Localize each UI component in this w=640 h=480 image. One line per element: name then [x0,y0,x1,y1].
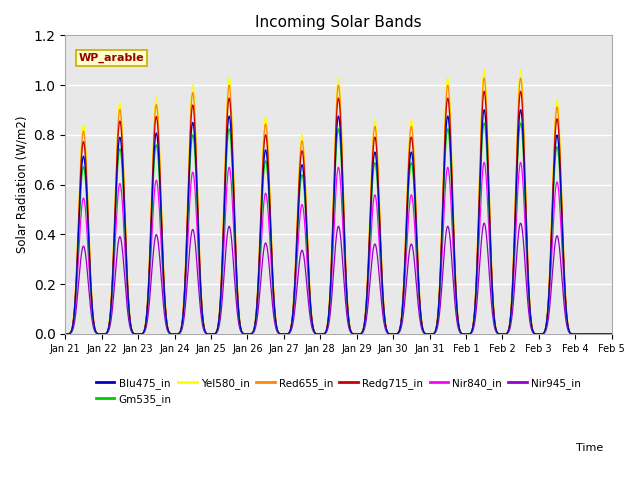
Legend: Blu475_in, Gm535_in, Yel580_in, Red655_in, Redg715_in, Nir840_in, Nir945_in: Blu475_in, Gm535_in, Yel580_in, Red655_i… [92,373,586,409]
Title: Incoming Solar Bands: Incoming Solar Bands [255,15,422,30]
Text: WP_arable: WP_arable [79,53,145,63]
Text: Time: Time [576,443,604,453]
Y-axis label: Solar Radiation (W/m2): Solar Radiation (W/m2) [15,116,28,253]
